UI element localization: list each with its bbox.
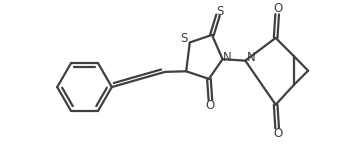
Text: O: O bbox=[273, 127, 283, 140]
Text: N: N bbox=[223, 51, 231, 64]
Text: S: S bbox=[181, 32, 188, 45]
Text: N: N bbox=[246, 51, 255, 64]
Text: O: O bbox=[273, 2, 283, 15]
Text: O: O bbox=[206, 99, 215, 112]
Text: S: S bbox=[216, 5, 223, 18]
